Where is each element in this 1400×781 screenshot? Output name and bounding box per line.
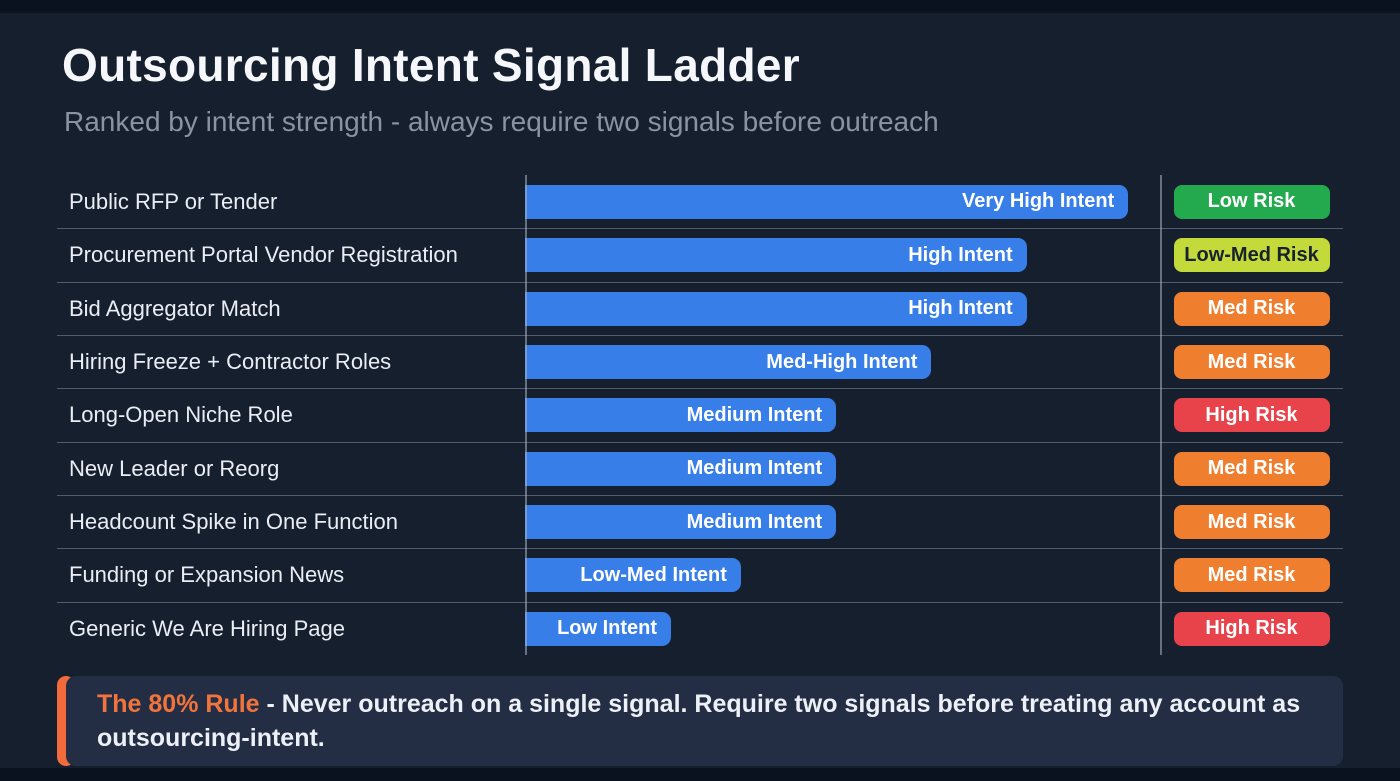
badge-cell: Med Risk	[1160, 558, 1343, 593]
bar-axis-line	[525, 175, 527, 655]
badge-cell: Med Risk	[1160, 345, 1343, 380]
page-title: Outsourcing Intent Signal Ladder	[62, 39, 800, 91]
risk-badge: Low Risk	[1173, 184, 1330, 219]
bar-track: Low Intent	[525, 603, 1160, 655]
risk-badge: Med Risk	[1173, 345, 1330, 380]
risk-badge: High Risk	[1173, 611, 1330, 646]
intent-bar-label: High Intent	[908, 243, 1013, 266]
callout-box: The 80% Rule - Never outreach on a singl…	[66, 676, 1343, 766]
intent-bar-label: Very High Intent	[962, 190, 1115, 213]
signal-label: Funding or Expansion News	[69, 562, 345, 588]
badge-cell: Med Risk	[1160, 505, 1343, 540]
intent-bar-label: High Intent	[908, 297, 1013, 320]
intent-bar-label: Low-Med Intent	[580, 563, 727, 586]
intent-bar: Med-High Intent	[525, 345, 932, 380]
signal-label: Bid Aggregator Match	[69, 295, 281, 321]
intent-ladder-chart: Public RFP or Tender Very High Intent Lo…	[57, 175, 1343, 655]
risk-badge: Med Risk	[1173, 505, 1330, 540]
table-row: Public RFP or Tender Very High Intent Lo…	[57, 175, 1343, 228]
bar-track: High Intent	[525, 283, 1160, 335]
table-row: Hiring Freeze + Contractor Roles Med-Hig…	[57, 334, 1343, 388]
signal-label: New Leader or Reorg	[69, 455, 280, 481]
intent-bar: High Intent	[525, 291, 1027, 326]
risk-badge: High Risk	[1173, 398, 1330, 433]
risk-badge: Med Risk	[1173, 451, 1330, 486]
bar-track: Med-High Intent	[525, 336, 1160, 388]
bar-track: Low-Med Intent	[525, 549, 1160, 601]
signal-label: Long-Open Niche Role	[69, 402, 293, 428]
intent-bar: Medium Intent	[525, 398, 837, 433]
signal-label: Public RFP or Tender	[69, 188, 278, 214]
table-row: Bid Aggregator Match High Intent Med Ris…	[57, 281, 1343, 335]
intent-bar: Medium Intent	[525, 505, 837, 540]
chart-rows: Public RFP or Tender Very High Intent Lo…	[57, 175, 1343, 655]
intent-bar-label: Medium Intent	[686, 510, 823, 533]
callout-body: - Never outreach on a single signal. Req…	[97, 690, 1301, 752]
bar-track: High Intent	[525, 229, 1160, 281]
intent-bar: High Intent	[525, 238, 1027, 273]
signal-label: Hiring Freeze + Contractor Roles	[69, 349, 392, 375]
bar-track: Very High Intent	[525, 175, 1160, 228]
badge-cell: Low-Med Risk	[1160, 238, 1343, 273]
intent-bar-label: Med-High Intent	[766, 350, 918, 373]
intent-bar: Low-Med Intent	[525, 558, 741, 593]
top-edge-strip	[0, 0, 1400, 13]
intent-bar: Medium Intent	[525, 451, 837, 486]
risk-badge: Med Risk	[1173, 291, 1330, 326]
intent-bar: Low Intent	[525, 611, 672, 646]
table-row: Generic We Are Hiring Page Low Intent Hi…	[57, 601, 1343, 655]
badge-cell: High Risk	[1160, 398, 1343, 433]
signal-label: Generic We Are Hiring Page	[69, 615, 345, 641]
badge-cell: Med Risk	[1160, 451, 1343, 486]
table-row: New Leader or Reorg Medium Intent Med Ri…	[57, 441, 1343, 495]
bar-track: Medium Intent	[525, 389, 1160, 441]
intent-bar: Very High Intent	[525, 184, 1129, 219]
badge-cell: Low Risk	[1160, 184, 1343, 219]
intent-bar-label: Low Intent	[557, 617, 658, 640]
table-row: Funding or Expansion News Low-Med Intent…	[57, 548, 1343, 601]
table-row: Long-Open Niche Role Medium Intent High …	[57, 388, 1343, 441]
intent-bar-label: Medium Intent	[686, 457, 823, 480]
bar-track: Medium Intent	[525, 496, 1160, 548]
page-subtitle: Ranked by intent strength - always requi…	[64, 106, 939, 137]
badge-cell: High Risk	[1160, 611, 1343, 646]
intent-bar-label: Medium Intent	[686, 403, 823, 426]
callout-text: The 80% Rule - Never outreach on a singl…	[97, 687, 1307, 755]
table-row: Procurement Portal Vendor Registration H…	[57, 228, 1343, 281]
bottom-edge-strip	[0, 768, 1400, 781]
risk-badge: Med Risk	[1173, 558, 1330, 593]
signal-label: Procurement Portal Vendor Registration	[69, 242, 458, 268]
badge-cell: Med Risk	[1160, 291, 1343, 326]
risk-badge: Low-Med Risk	[1173, 238, 1330, 273]
table-row: Headcount Spike in One Function Medium I…	[57, 494, 1343, 548]
rule-callout: The 80% Rule - Never outreach on a singl…	[57, 676, 1343, 766]
badge-separator-line	[1160, 175, 1162, 655]
bar-track: Medium Intent	[525, 443, 1160, 495]
signal-label: Headcount Spike in One Function	[69, 509, 398, 535]
callout-highlight: The 80% Rule	[97, 690, 260, 718]
